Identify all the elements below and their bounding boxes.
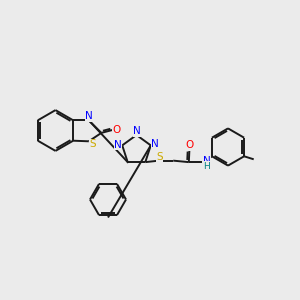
Text: S: S <box>89 139 96 149</box>
Text: N: N <box>114 140 122 150</box>
Text: N: N <box>133 126 141 136</box>
Text: H: H <box>203 162 210 171</box>
Text: N: N <box>85 111 93 122</box>
Text: O: O <box>185 140 194 150</box>
Text: N: N <box>203 156 211 166</box>
Text: O: O <box>112 125 121 135</box>
Text: N: N <box>151 139 159 149</box>
Text: S: S <box>156 152 163 162</box>
